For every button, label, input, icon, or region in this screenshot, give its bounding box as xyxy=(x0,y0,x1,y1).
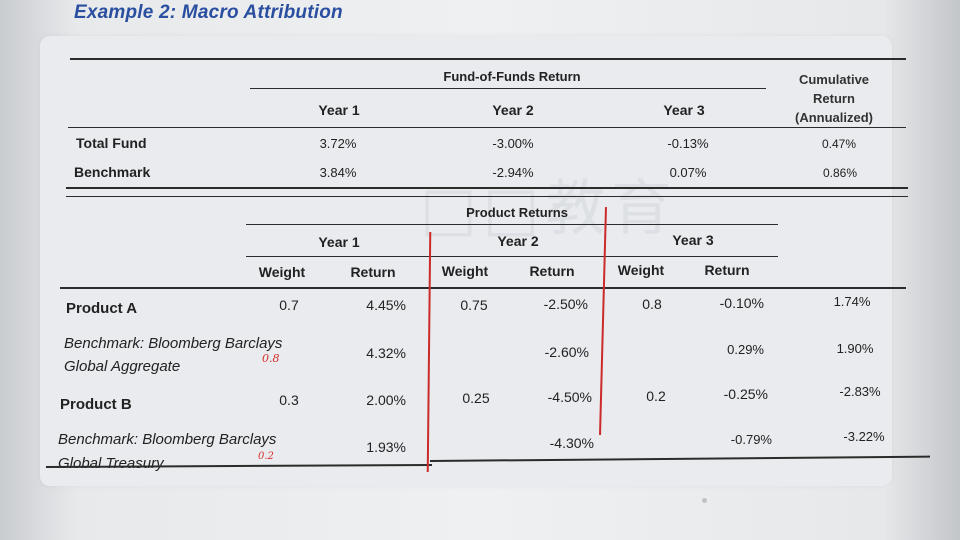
product-a-y1-return: 4.45% xyxy=(366,297,406,313)
product-a-y3-return: -0.10% xyxy=(719,295,764,311)
benchmark-year1: 3.84% xyxy=(319,165,357,180)
slide-title: Example 2: Macro Attribution xyxy=(74,2,343,23)
product-a-y2-weight: 0.75 xyxy=(460,297,488,313)
row-label-benchmark-aggregate-line1: Benchmark: Bloomberg Barclays xyxy=(64,335,283,352)
bottom-year3-header: Year 3 xyxy=(672,232,714,248)
decorative-dot xyxy=(702,498,707,503)
benchmark-year2: -2.94% xyxy=(492,165,534,180)
top-table-header-rule xyxy=(68,127,906,128)
total-fund-year1: 3.72% xyxy=(319,136,357,151)
row-label-total-fund: Total Fund xyxy=(76,135,147,151)
benchmark-year3: 0.07% xyxy=(669,165,707,180)
product-a-y1-weight: 0.7 xyxy=(279,297,299,313)
product-b-y2-return: -4.50% xyxy=(547,389,592,405)
y2-return-header: Return xyxy=(529,263,575,279)
row-label-product-b: Product B xyxy=(60,396,132,413)
product-b-y1-weight: 0.3 xyxy=(279,392,299,408)
y1-return-header: Return xyxy=(350,264,396,280)
top-year2-header: Year 2 xyxy=(492,102,534,118)
row-label-benchmark-aggregate-line2: Global Aggregate xyxy=(64,358,181,375)
benchmark-aggregate-cumulative: 1.90% xyxy=(836,341,874,356)
product-returns-underline xyxy=(246,224,778,225)
bottom-table-rule-top xyxy=(66,196,908,197)
top-year1-header: Year 1 xyxy=(318,102,360,118)
row-label-benchmark-treasury-line2: Global Treasury xyxy=(58,455,164,472)
product-b-y2-weight: 0.25 xyxy=(462,390,490,406)
benchmark-treasury-y3-return: -0.79% xyxy=(730,432,772,447)
total-fund-year3: -0.13% xyxy=(667,136,709,151)
year-header-rule xyxy=(246,256,778,257)
benchmark-treasury-y2-return: -4.30% xyxy=(549,435,594,451)
product-a-y3-weight: 0.8 xyxy=(642,296,662,312)
table-panel xyxy=(40,36,892,486)
cumulative-return-header: Cumulative Return (Annualized) xyxy=(795,72,873,125)
row-label-product-a: Product A xyxy=(66,300,138,317)
product-b-y3-weight: 0.2 xyxy=(646,388,666,404)
product-b-y1-return: 2.00% xyxy=(366,392,406,408)
benchmark-treasury-cumulative: -3.22% xyxy=(843,429,885,444)
total-fund-cumulative: 0.47% xyxy=(821,137,857,151)
bottom-year1-header: Year 1 xyxy=(318,234,360,250)
product-a-cumulative: 1.74% xyxy=(833,294,871,309)
total-fund-year2: -3.00% xyxy=(492,136,534,151)
top-year3-header: Year 3 xyxy=(663,102,705,118)
row-label-benchmark-treasury-line1: Benchmark: Bloomberg Barclays xyxy=(58,431,277,448)
benchmark-aggregate-y1-return: 4.32% xyxy=(366,345,406,361)
product-returns-header: Product Returns xyxy=(466,205,568,220)
benchmark-treasury-y1-return: 1.93% xyxy=(366,439,406,455)
benchmark-aggregate-y2-return: -2.60% xyxy=(544,344,589,360)
top-table-rule-bottom xyxy=(66,187,908,189)
product-b-y3-return: -0.25% xyxy=(723,386,768,402)
top-table-rule-top xyxy=(70,58,906,60)
handwritten-weight-note-2: 0.2 xyxy=(258,451,274,462)
product-a-y2-return: -2.50% xyxy=(543,296,588,312)
y2-weight-header: Weight xyxy=(441,263,489,279)
benchmark-aggregate-y3-return: 0.29% xyxy=(727,342,764,357)
subheader-rule xyxy=(60,287,906,289)
row-label-benchmark: Benchmark xyxy=(74,164,151,180)
benchmark-cumulative: 0.86% xyxy=(822,166,858,180)
y3-return-header: Return xyxy=(704,262,750,278)
y3-weight-header: Weight xyxy=(617,262,665,278)
fof-header-underline xyxy=(250,88,766,89)
handwritten-weight-note: 0.8 xyxy=(262,352,280,365)
bottom-year2-header: Year 2 xyxy=(497,233,539,249)
y1-weight-header: Weight xyxy=(258,264,306,280)
fof-return-header: Fund-of-Funds Return xyxy=(443,69,581,84)
product-b-cumulative: -2.83% xyxy=(839,384,881,399)
